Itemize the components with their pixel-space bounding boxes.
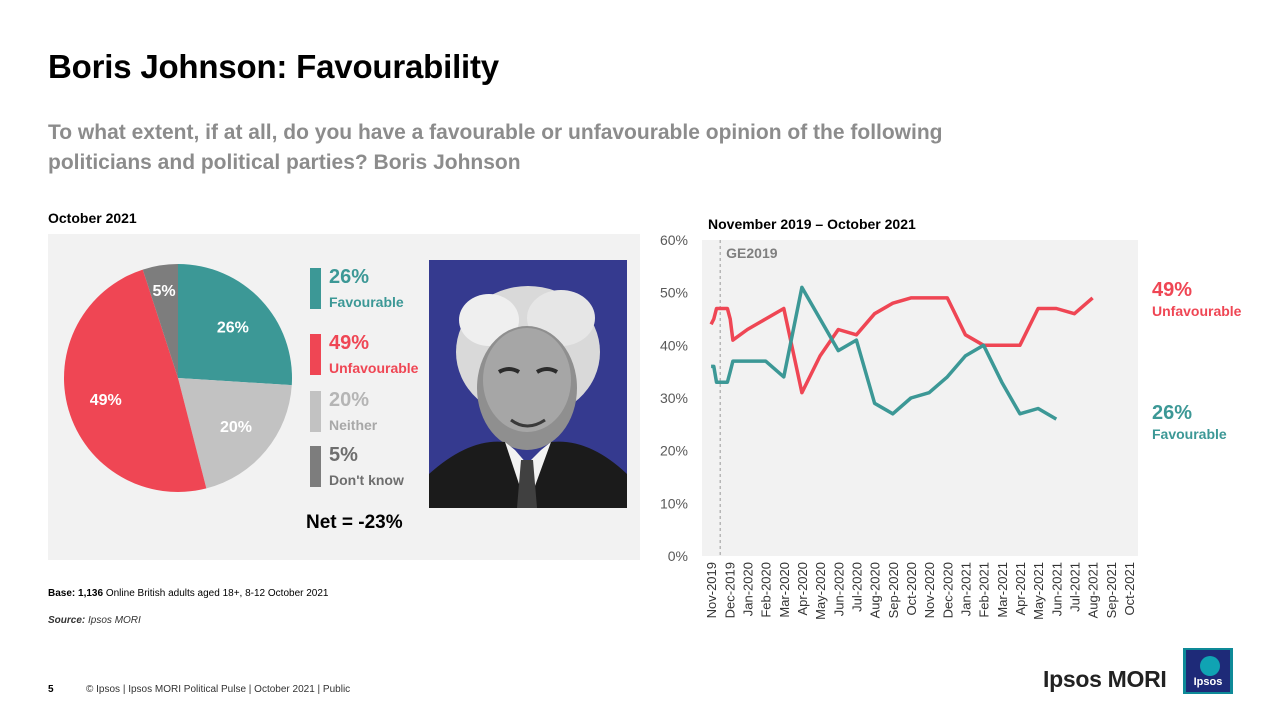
legend-swatch-unfavourable bbox=[310, 334, 321, 375]
trend-period-label: November 2019 – October 2021 bbox=[708, 216, 916, 232]
y-tick-label: 10% bbox=[660, 495, 688, 511]
x-tick-label: Feb-2021 bbox=[977, 562, 992, 618]
pie-label-unfavourable: 49% bbox=[90, 392, 122, 409]
source-label: Source: bbox=[48, 615, 86, 626]
end-label-favourable: Favourable bbox=[1152, 426, 1227, 442]
x-tick-label: May-2020 bbox=[813, 562, 828, 620]
pie-slice-unfavourable bbox=[63, 269, 207, 493]
x-tick-label: Dec-2019 bbox=[722, 562, 737, 618]
x-tick-label: Apr-2021 bbox=[1013, 562, 1028, 615]
x-tick-label: Sep-2020 bbox=[886, 562, 901, 618]
legend-swatch-favourable bbox=[310, 268, 321, 309]
source-text: Ipsos MORI bbox=[88, 615, 141, 626]
end-label-unfavourable: Unfavourable bbox=[1152, 303, 1242, 319]
x-tick-label: Jul-2020 bbox=[849, 562, 864, 612]
favourability-pie-chart: 26% 20% 49% 5% bbox=[63, 264, 292, 493]
base-label: Base: bbox=[48, 588, 76, 599]
ipsos-logo: Ipsos bbox=[1183, 648, 1233, 694]
x-tick-label: Jun-2021 bbox=[1049, 562, 1064, 616]
x-tick-label: Jul-2021 bbox=[1067, 562, 1082, 612]
survey-question: To what extent, if at all, do you have a… bbox=[48, 121, 943, 174]
legend-pct-favourable: 26% bbox=[329, 266, 370, 288]
legend-label-unfavourable: Unfavourable bbox=[329, 360, 419, 376]
x-tick-label: Jan-2020 bbox=[740, 562, 755, 616]
politician-photo bbox=[429, 260, 627, 508]
page-number: 5 bbox=[48, 684, 54, 695]
legend-swatch-dont-know bbox=[310, 446, 321, 487]
x-tick-label: May-2021 bbox=[1031, 562, 1046, 620]
pie-label-favourable: 26% bbox=[217, 319, 249, 336]
y-tick-label: 20% bbox=[660, 443, 688, 459]
legend-pct-unfavourable: 49% bbox=[329, 332, 370, 354]
x-tick-label: Nov-2019 bbox=[704, 562, 719, 618]
y-tick-label: 30% bbox=[660, 390, 688, 406]
ipsos-logo-icon bbox=[1200, 656, 1220, 676]
pie-slice-neither bbox=[178, 378, 292, 489]
x-tick-label: Jun-2020 bbox=[831, 562, 846, 616]
pie-period-label: October 2021 bbox=[48, 210, 137, 226]
base-count: 1,136 bbox=[78, 588, 104, 599]
base-text: Online British adults aged 18+, 8-12 Oct… bbox=[105, 588, 329, 599]
ge2019-annotation: GE2019 bbox=[726, 245, 778, 261]
ipsos-mori-logo-text: Ipsos MORI bbox=[1043, 666, 1167, 692]
net-score: Net = -23% bbox=[306, 512, 403, 533]
pie-label-don-t-know: 5% bbox=[153, 283, 176, 300]
x-tick-label: Mar-2021 bbox=[995, 562, 1010, 618]
end-value-favourable: 26% bbox=[1152, 402, 1192, 424]
legend-pct-neither: 20% bbox=[329, 389, 370, 411]
legend-pct-dont-know: 5% bbox=[329, 444, 358, 466]
page-title: Boris Johnson: Favourability bbox=[48, 48, 499, 85]
x-tick-label: Mar-2020 bbox=[777, 562, 792, 618]
series-line-unfavourable bbox=[709, 296, 1094, 395]
legend-label-favourable: Favourable bbox=[329, 294, 404, 310]
favourability-trend-chart: 0%10%20%30%40%50%60%Nov-2019 Dec-2019 Jan-… bbox=[660, 232, 1242, 620]
x-tick-label: Nov-2020 bbox=[922, 562, 937, 618]
x-tick-label: Oct-2021 bbox=[1122, 562, 1137, 615]
y-tick-label: 0% bbox=[668, 548, 688, 564]
x-tick-label: Oct-2020 bbox=[904, 562, 919, 615]
portrait-illustration bbox=[429, 286, 627, 508]
x-tick-label: Apr-2020 bbox=[795, 562, 810, 615]
legend-label-dont-know: Don't know bbox=[329, 472, 404, 488]
plot-area bbox=[702, 240, 1138, 556]
x-tick-label: Sep-2021 bbox=[1104, 562, 1119, 618]
x-tick-label: Aug-2021 bbox=[1086, 562, 1101, 618]
y-tick-label: 60% bbox=[660, 232, 688, 248]
pie-slice-don-t-know bbox=[142, 264, 178, 378]
y-tick-label: 50% bbox=[660, 285, 688, 301]
series-line-favourable bbox=[711, 285, 1058, 421]
pie-slice-favourable bbox=[178, 264, 292, 386]
x-tick-label: Aug-2020 bbox=[868, 562, 883, 618]
x-tick-label: Jan-2021 bbox=[958, 562, 973, 616]
ipsos-logo-label: Ipsos bbox=[1193, 676, 1223, 688]
end-value-unfavourable: 49% bbox=[1152, 279, 1192, 301]
x-tick-label: Feb-2020 bbox=[759, 562, 774, 618]
source-note: Source: Ipsos MORI bbox=[48, 615, 141, 626]
legend-label-neither: Neither bbox=[329, 417, 378, 433]
pie-label-neither: 20% bbox=[220, 419, 252, 436]
base-note: Base: 1,136 Online British adults aged 1… bbox=[48, 588, 329, 599]
y-tick-label: 40% bbox=[660, 337, 688, 353]
x-tick-label: Dec-2020 bbox=[940, 562, 955, 618]
legend-swatch-neither bbox=[310, 391, 321, 432]
footer-copyright: © Ipsos | Ipsos MORI Political Pulse | O… bbox=[86, 684, 351, 695]
